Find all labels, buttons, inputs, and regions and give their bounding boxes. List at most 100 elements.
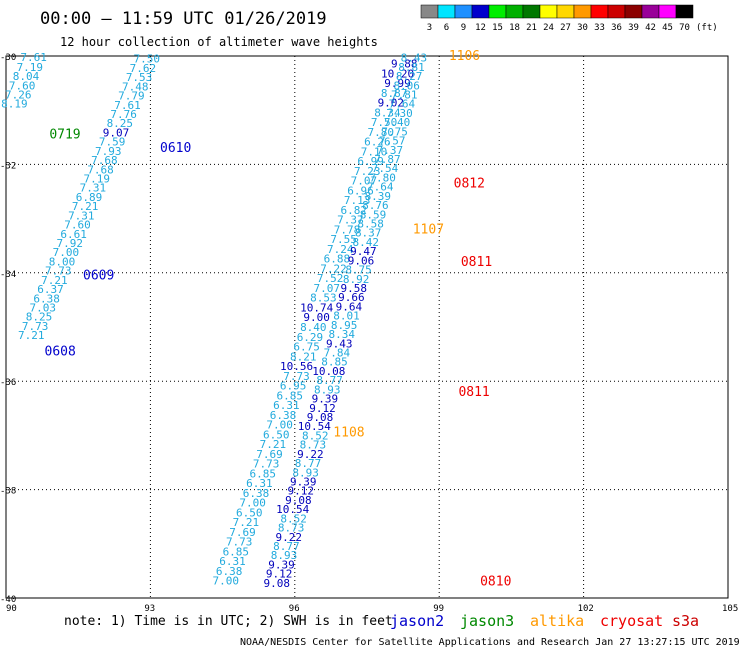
swh-value: 6.85 <box>276 389 303 402</box>
pass-label: 1106 <box>449 49 480 64</box>
swh-value: 8.58 <box>357 217 384 230</box>
x-tick-label: 96 <box>289 604 300 614</box>
swh-value: 9.12 <box>266 568 293 581</box>
swh-value: 7.00 <box>53 246 80 259</box>
swh-value: 7.60 <box>9 79 36 92</box>
swh-value: 8.93 <box>292 466 319 479</box>
swh-value: 7.13 <box>344 194 371 207</box>
swh-value: 6.89 <box>76 191 103 204</box>
swh-value: 8.53 <box>310 292 337 305</box>
swh-value: 10.20 <box>381 67 414 80</box>
swh-value: 7.31 <box>80 182 107 195</box>
swh-value: 7.55 <box>330 233 357 246</box>
swh-value: 7.52 <box>317 272 344 285</box>
swh-value: 7.62 <box>130 62 157 75</box>
swh-value: 7.50 <box>134 53 161 66</box>
swh-value: 8.73 <box>300 439 327 452</box>
swh-value: 8.25 <box>107 117 134 130</box>
swh-value: 9.12 <box>288 485 315 498</box>
plot-frame <box>5 55 729 599</box>
swh-value: 9.12 <box>309 402 336 415</box>
scale-label: 70 <box>679 23 690 33</box>
swh-value: 7.73 <box>253 458 280 471</box>
swh-value: 9.08 <box>263 577 290 590</box>
scale-label: 24 <box>543 23 554 33</box>
swh-value: 6.38 <box>270 409 297 422</box>
swh-value: 6.29 <box>297 331 324 344</box>
y-tick-label: -30 <box>0 53 16 63</box>
swh-value: 10.08 <box>312 365 345 378</box>
scale-swatch-18 <box>505 4 524 19</box>
scale-label: 27 <box>560 23 571 33</box>
scale-label: 3 <box>427 23 432 33</box>
swh-value: 9.00 <box>303 311 330 324</box>
swh-value: 6.96 <box>347 184 374 197</box>
swh-value: 7.61 <box>114 99 141 112</box>
swh-value: 7.60 <box>64 219 91 232</box>
swh-value: 8.93 <box>271 549 298 562</box>
swh-value: 9.39 <box>268 558 295 571</box>
swh-value: 7.73 <box>45 265 72 278</box>
scale-label: 39 <box>628 23 639 33</box>
swh-value: 8.85 <box>321 356 348 369</box>
swh-value: 6.50 <box>263 428 290 441</box>
swh-value: 7.76 <box>110 108 137 121</box>
chart-subtitle: 12 hour collection of altimeter wave hei… <box>60 35 378 49</box>
swh-value: 8.21 <box>290 350 317 363</box>
pass-label: 0811 <box>461 255 492 270</box>
swh-value: 8.04 <box>13 70 40 83</box>
swh-value: 7.93 <box>95 145 122 158</box>
swh-value: 7.50 <box>371 116 398 129</box>
swh-value: 8.75 <box>345 264 372 277</box>
track-1108: 9.8810.209.998.879.028.347.507.806.267.1… <box>212 58 417 588</box>
swh-value: 7.00 <box>212 575 239 588</box>
swh-value: 8.34 <box>374 106 401 119</box>
swh-value: 9.43 <box>326 337 353 350</box>
swh-value: 9.88 <box>391 58 418 71</box>
pass-label: 0719 <box>49 128 80 143</box>
swh-value: 9.39 <box>312 393 339 406</box>
scale-label: 9 <box>461 23 466 33</box>
scale-unit: (ft) <box>696 23 718 33</box>
swh-value: 7.68 <box>87 163 114 176</box>
swh-value: 6.99 <box>357 155 384 168</box>
swh-value: 7.21 <box>72 200 99 213</box>
legend-jason2: jason2 <box>390 612 444 630</box>
swh-value: 7.84 <box>324 346 351 359</box>
swh-value: 7.64 <box>389 98 416 111</box>
pass-label: 0810 <box>480 575 511 590</box>
swh-value: 7.53 <box>126 71 153 84</box>
scale-swatch-3 <box>420 4 439 19</box>
grid-lines <box>6 56 728 598</box>
swh-value: 8.43 <box>401 52 428 65</box>
swh-value: 7.48 <box>122 80 149 93</box>
swh-value: 9.66 <box>338 291 365 304</box>
chart-title: 00:00 – 11:59 UTC 01/26/2019 <box>40 9 327 29</box>
swh-value: 7.10 <box>361 145 388 158</box>
legend-altika: altika <box>530 612 584 630</box>
scale-swatch-39 <box>624 4 643 19</box>
scale-label: 15 <box>492 23 503 33</box>
track-0719: 7.617.198.047.607.268.19 <box>1 51 47 111</box>
scale-swatch-9 <box>454 4 473 19</box>
x-tick-label: 105 <box>722 604 738 614</box>
swh-value: 8.73 <box>278 522 305 535</box>
swh-value: 7.92 <box>57 237 84 250</box>
y-tick-label: -36 <box>0 378 16 388</box>
swh-value: 6.85 <box>250 467 277 480</box>
swh-value: 10.56 <box>280 360 313 373</box>
swh-value: 7.24 <box>327 243 354 256</box>
swh-value: 10.54 <box>276 503 309 516</box>
swh-value: 7.57 <box>379 135 406 148</box>
swh-value: 9.58 <box>341 282 368 295</box>
y-tick-label: -34 <box>0 270 16 280</box>
swh-value: 7.81 <box>391 88 418 101</box>
swh-value: 7.21 <box>233 516 260 529</box>
swh-value: 6.82 <box>341 204 368 217</box>
swh-value: 7.73 <box>283 370 310 383</box>
swh-value: 7.30 <box>386 107 413 120</box>
scale-swatch-45 <box>658 4 677 19</box>
scale-swatch-15 <box>488 4 507 19</box>
swh-value: 8.34 <box>328 328 355 341</box>
scale-swatch-24 <box>539 4 558 19</box>
